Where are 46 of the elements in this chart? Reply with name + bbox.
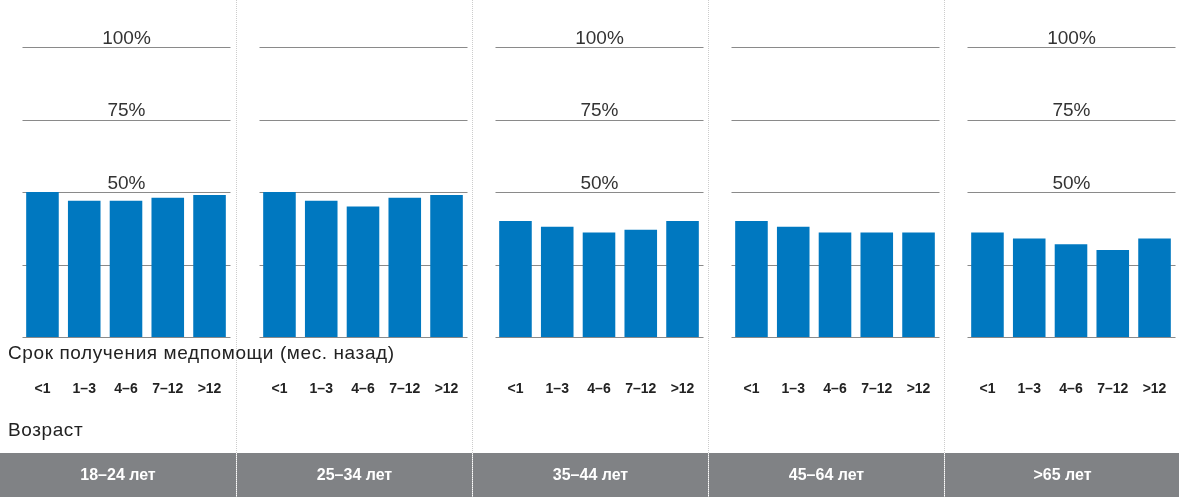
y-tick-label: 50% [107, 171, 146, 193]
x-tick-label: <1 [507, 379, 524, 396]
x-tick-label: 4–6 [351, 379, 375, 396]
x-tick-label: 7–12 [1097, 379, 1129, 396]
text: Возраст [8, 419, 84, 441]
x-tick-label: 7–12 [152, 379, 184, 396]
bar [346, 206, 380, 337]
x-tick-label: 7–12 [861, 379, 893, 396]
x-tick-label: <1 [979, 379, 996, 396]
bar [304, 200, 338, 337]
x-tick-label: >12 [197, 379, 222, 396]
y-tick-label: 50% [1052, 171, 1091, 193]
x-tick-label: 4–6 [1059, 379, 1083, 396]
text: 25–34 лет [237, 453, 472, 497]
text: >65 лет [945, 453, 1179, 497]
y-tick-label: 75% [1052, 99, 1091, 120]
x-tick-label: 1–3 [545, 379, 570, 396]
x-tick-label: >12 [906, 379, 931, 396]
x-tick-label: 1–3 [72, 379, 97, 396]
text: 18–24 лет [0, 453, 236, 497]
x-tick-label: >12 [670, 379, 695, 396]
y-tick-label: 100% [575, 26, 624, 48]
text: 35–44 лет [473, 453, 708, 497]
x-tick-label: 4–6 [587, 379, 611, 396]
text: 45–64 лет [709, 453, 944, 497]
x-tick-label: 1–3 [1017, 379, 1042, 396]
y-tick-label: 75% [107, 99, 146, 120]
bar [430, 194, 463, 337]
x-tick-label: 7–12 [389, 379, 421, 396]
x-tick-label: 1–3 [781, 379, 806, 396]
y-tick-label: 75% [580, 99, 619, 120]
y-tick-label: 100% [1047, 26, 1096, 48]
bar [388, 197, 422, 337]
x-tick-label: 4–6 [114, 379, 138, 396]
x-tick-label: 7–12 [625, 379, 657, 396]
y-tick-label: 100% [102, 26, 151, 48]
x-tick-label: <1 [271, 379, 288, 396]
y-tick-label: 50% [580, 171, 619, 193]
text: Срок получения медпомощи (мес. назад) [8, 342, 395, 364]
x-tick-label: >12 [1142, 379, 1167, 396]
x-tick-label: 4–6 [823, 379, 847, 396]
x-tick-label: >12 [434, 379, 459, 396]
bar [263, 192, 296, 337]
x-tick-label: 1–3 [309, 379, 334, 396]
x-tick-label: <1 [743, 379, 760, 396]
x-tick-label: <1 [34, 379, 51, 396]
